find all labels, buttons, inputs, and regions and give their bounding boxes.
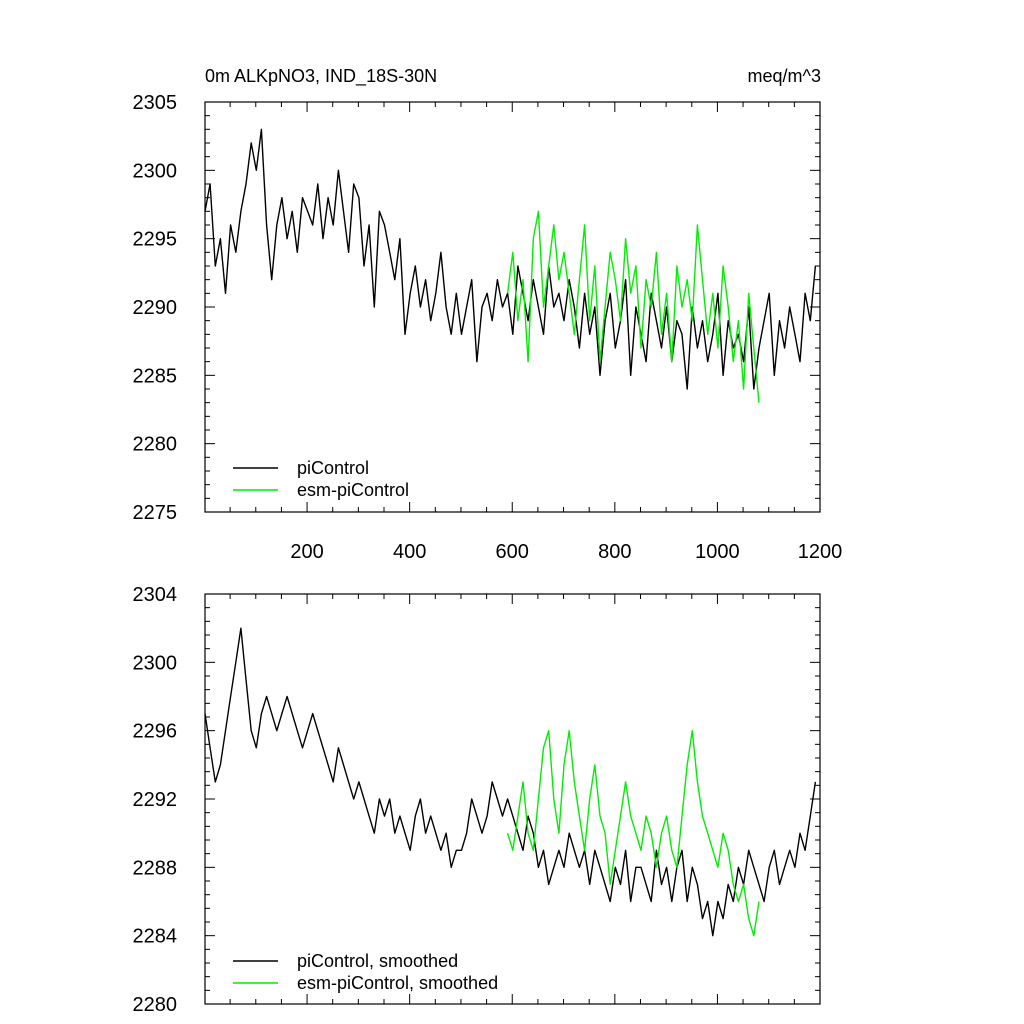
y-tick-label: 2284	[133, 926, 178, 948]
units-label: meq/m^3	[748, 66, 821, 86]
legend-label-picontrol-smoothed: piControl, smoothed	[297, 951, 458, 971]
top-legend: piControl esm-piControl	[233, 458, 409, 500]
legend-label-picontrol: piControl	[297, 458, 369, 478]
y-tick-label: 2300	[133, 160, 178, 182]
y-tick-label: 2295	[133, 229, 178, 251]
series-line-esm-picontrol	[506, 210, 760, 403]
bottom-legend: piControl, smoothed esm-piControl, smoot…	[233, 951, 498, 993]
x-tick-label: 1200	[798, 541, 843, 563]
top-panel-ticks: 2275 2280 2285 2290 2295 2300 2305 200 400 600 800…	[133, 92, 843, 563]
series-line-esm-picontrol-smoothed	[506, 730, 760, 937]
y-tick-label: 2304	[133, 584, 178, 606]
bottom-panel-ticks: 2280 2284 2288 2292 2296 2300 2304	[133, 584, 821, 1016]
series-line-picontrol-smoothed	[204, 627, 817, 937]
bottom-plot-frame	[204, 593, 821, 1005]
y-tick-label: 2305	[133, 92, 178, 114]
series-line-picontrol	[204, 128, 817, 390]
top-panel-series	[204, 128, 817, 403]
x-tick-label: 600	[496, 541, 529, 563]
chart-title: 0m ALKpNO3, IND_18S-30N	[205, 66, 437, 87]
x-tick-label: 200	[290, 541, 323, 563]
top-plot-frame	[204, 101, 821, 513]
legend-label-esm-picontrol-smoothed: esm-piControl, smoothed	[297, 973, 498, 993]
y-tick-label: 2290	[133, 297, 178, 319]
legend-label-esm-picontrol: esm-piControl	[297, 480, 409, 500]
y-tick-label: 2280	[133, 434, 178, 456]
y-tick-label: 2300	[133, 652, 178, 674]
y-tick-label: 2280	[133, 994, 178, 1016]
y-tick-label: 2288	[133, 857, 178, 879]
y-tick-label: 2292	[133, 789, 178, 811]
bottom-panel-series	[204, 627, 817, 937]
y-tick-label: 2275	[133, 502, 178, 524]
y-tick-label: 2285	[133, 365, 178, 387]
top-panel: 0m ALKpNO3, IND_18S-30N meq/m^3 2275 2280…	[133, 66, 843, 563]
x-tick-label: 400	[393, 541, 426, 563]
bottom-panel: 2280 2284 2288 2292 2296 2300 2304 piControl, …	[133, 584, 821, 1016]
x-tick-label: 800	[598, 541, 631, 563]
y-tick-label: 2296	[133, 721, 178, 743]
x-tick-label: 1000	[695, 541, 740, 563]
